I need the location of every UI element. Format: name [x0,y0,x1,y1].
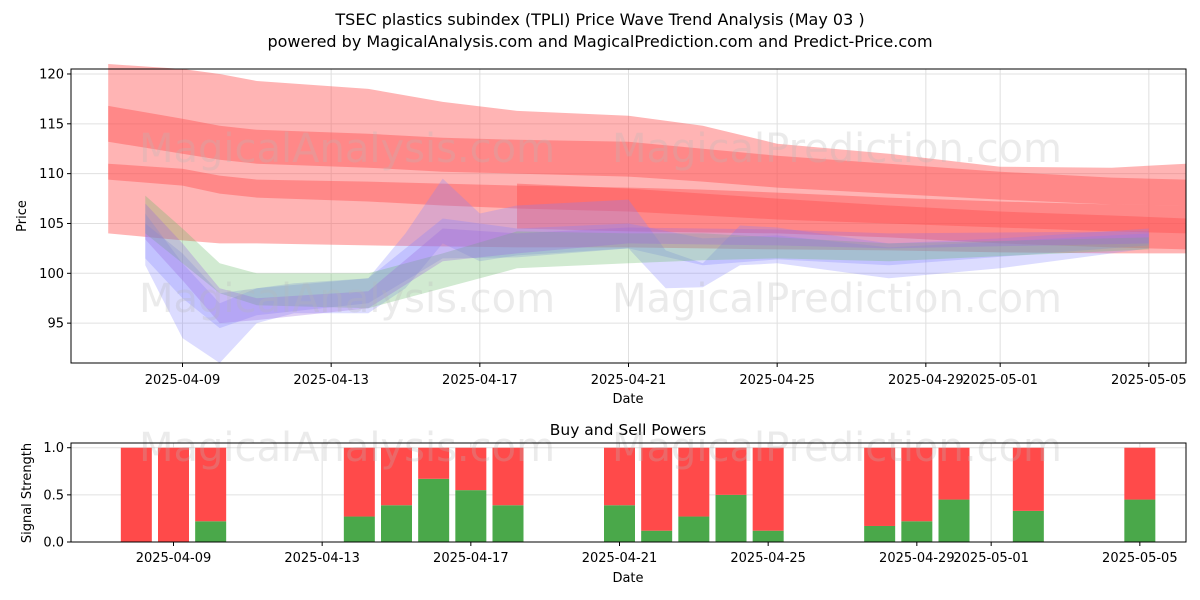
sell-bar [678,447,710,517]
powers-x-tick-label: 2025-05-01 [953,551,1029,566]
sell-bar [938,447,970,500]
price-band-red [108,163,1187,234]
sell-bar [492,447,524,506]
buy-bar [864,525,896,542]
price-bands [108,64,1187,363]
watermark-5: MagicalAnalysis.com [139,425,555,471]
powers-bars [120,447,1156,542]
buy-bar [343,516,375,542]
powers-x-tick-label: 2025-04-09 [136,551,212,566]
buy-bar [901,521,933,542]
buy-bar [938,499,970,542]
powers-date-label: Date [612,571,643,586]
sell-bar [901,447,933,522]
chart-subtitle: powered by MagicalAnalysis.com and Magic… [267,32,932,51]
price-grid [71,69,1186,363]
buy-bar [381,505,412,542]
price-x-tick-label: 2025-04-29 [888,373,964,388]
powers-y-tick-label: 0.5 [43,488,64,503]
powers-title: Buy and Sell Powers [550,421,707,439]
buy-bar [418,478,450,542]
buy-bar [604,505,635,542]
price-band-blue [145,218,1149,329]
sell-bar [864,447,896,526]
sell-bar [455,447,487,491]
powers-x-tick-label: 2025-04-25 [730,551,806,566]
price-band-blue [145,178,1149,363]
powers-x-tick-label: 2025-05-05 [1102,551,1178,566]
sell-bar [158,447,189,542]
sell-bar [752,447,784,531]
buy-bar [641,530,673,542]
watermark-3: MagicalAnalysis.com [139,276,555,322]
sell-bar [343,447,375,517]
sell-bar [120,447,152,542]
price-band-purple [145,203,1149,324]
price-date-label: Date [612,392,643,407]
powers-x-tick-label: 2025-04-29 [879,551,955,566]
price-axis-label: Price [15,200,30,232]
price-y-tick-label: 100 [39,267,64,282]
price-axes: 2025-04-09 2025-04-13 2025-04-17 2025-04-21… [39,67,1186,388]
watermark-1: MagicalAnalysis.com [139,126,555,172]
sell-bar [418,447,450,479]
price-x-tick-label: 2025-04-17 [442,373,518,388]
buy-bar [492,505,524,542]
price-x-tick-label: 2025-04-25 [739,373,815,388]
sell-bar [1124,447,1156,500]
sell-bar [715,447,747,495]
buy-bar [195,521,227,542]
watermark-2: MagicalPrediction.com [612,126,1062,172]
buy-bar [715,494,747,542]
powers-axes: 2025-04-09 2025-04-13 2025-04-17 2025-04-21… [43,441,1177,566]
powers-plot-frame [70,442,1187,543]
signal-axis-label: Signal Strength [20,443,35,543]
powers-x-tick-label: 2025-04-13 [284,551,360,566]
powers-y-tick-label: 0.0 [43,536,64,551]
buy-bar [678,516,710,542]
powers-x-tick-label: 2025-04-21 [582,551,658,566]
price-x-tick-label: 2025-04-13 [293,373,369,388]
sell-bar [604,447,635,506]
price-y-tick-label: 115 [39,117,64,132]
price-band-red [517,183,1186,250]
sell-bar [641,447,673,531]
sell-bar [381,447,412,506]
chart-title: TSEC plastics subindex (TPLI) Price Wave… [334,10,864,29]
powers-y-tick-label: 1.0 [43,441,64,456]
buy-bar [752,530,784,542]
price-x-tick-label: 2025-05-01 [962,373,1038,388]
price-band-green [145,195,1149,309]
price-x-tick-label: 2025-04-21 [591,373,667,388]
buy-bar [455,490,487,542]
sell-bar [195,447,227,522]
price-x-tick-label: 2025-04-09 [145,373,221,388]
buy-bar [1012,510,1044,542]
price-x-tick-label: 2025-05-05 [1111,373,1187,388]
price-y-tick-label: 105 [39,217,64,232]
watermark-6: MagicalPrediction.com [612,425,1062,471]
price-band-red [108,64,1187,254]
price-band-red [108,105,1187,206]
buy-bar [1124,499,1156,542]
sell-bar [1012,447,1044,511]
price-y-tick-label: 110 [39,167,64,182]
price-y-tick-label: 120 [39,67,64,82]
powers-x-tick-label: 2025-04-17 [433,551,509,566]
watermark-4: MagicalPrediction.com [612,276,1062,322]
price-y-tick-label: 95 [47,317,64,332]
